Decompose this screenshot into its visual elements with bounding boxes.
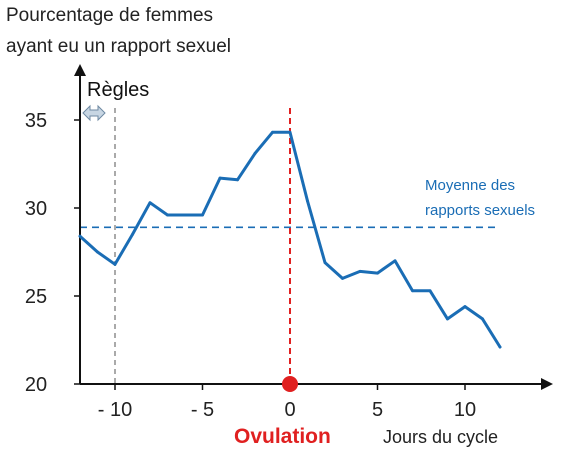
data-point bbox=[131, 233, 134, 236]
data-point bbox=[463, 305, 467, 308]
data-point bbox=[288, 130, 292, 134]
regles-label: Règles bbox=[87, 79, 149, 101]
data-point bbox=[393, 259, 397, 263]
y-tick-label: 20 bbox=[25, 374, 47, 396]
data-point bbox=[428, 289, 432, 293]
data-point bbox=[236, 178, 239, 182]
data-point bbox=[376, 271, 379, 275]
x-tick-label: - 10 bbox=[98, 399, 132, 421]
data-point bbox=[271, 130, 274, 134]
data-point bbox=[341, 277, 344, 280]
data-point bbox=[323, 261, 327, 264]
data-point bbox=[498, 345, 502, 349]
data-point bbox=[358, 269, 362, 273]
data-point bbox=[218, 176, 222, 180]
ovulation-label: Ovulation bbox=[234, 425, 331, 448]
x-tick-label: - 5 bbox=[191, 399, 214, 421]
data-point bbox=[78, 234, 82, 238]
data-point bbox=[306, 199, 309, 203]
mean-label-line-2: rapports sexuels bbox=[425, 202, 535, 219]
data-point bbox=[446, 317, 449, 321]
ovulation-dot bbox=[282, 376, 298, 392]
data-point bbox=[113, 262, 117, 266]
x-axis-label: Jours du cycle bbox=[383, 427, 498, 447]
data-point bbox=[253, 152, 257, 155]
data-point bbox=[411, 289, 414, 293]
mean-label-line-1: Moyenne des bbox=[425, 177, 515, 194]
x-tick-label: 0 bbox=[284, 399, 295, 421]
x-tick-label: 5 bbox=[372, 399, 383, 421]
data-point bbox=[183, 213, 187, 217]
chart-title-line-2: ayant eu un rapport sexuel bbox=[6, 36, 231, 57]
y-tick-label: 30 bbox=[25, 198, 47, 220]
y-axis-arrow-icon bbox=[74, 64, 86, 76]
y-tick-label: 35 bbox=[25, 110, 47, 132]
x-tick-label: 10 bbox=[454, 399, 476, 421]
data-point bbox=[166, 213, 169, 217]
data-point bbox=[96, 250, 99, 254]
y-tick-label: 25 bbox=[25, 286, 47, 308]
data-point bbox=[148, 201, 152, 205]
x-axis-arrow-icon bbox=[541, 378, 553, 390]
double-arrow-icon bbox=[82, 104, 106, 122]
data-point bbox=[481, 317, 484, 321]
data-point bbox=[201, 213, 204, 217]
chart-title-line-1: Pourcentage de femmes bbox=[6, 5, 213, 26]
